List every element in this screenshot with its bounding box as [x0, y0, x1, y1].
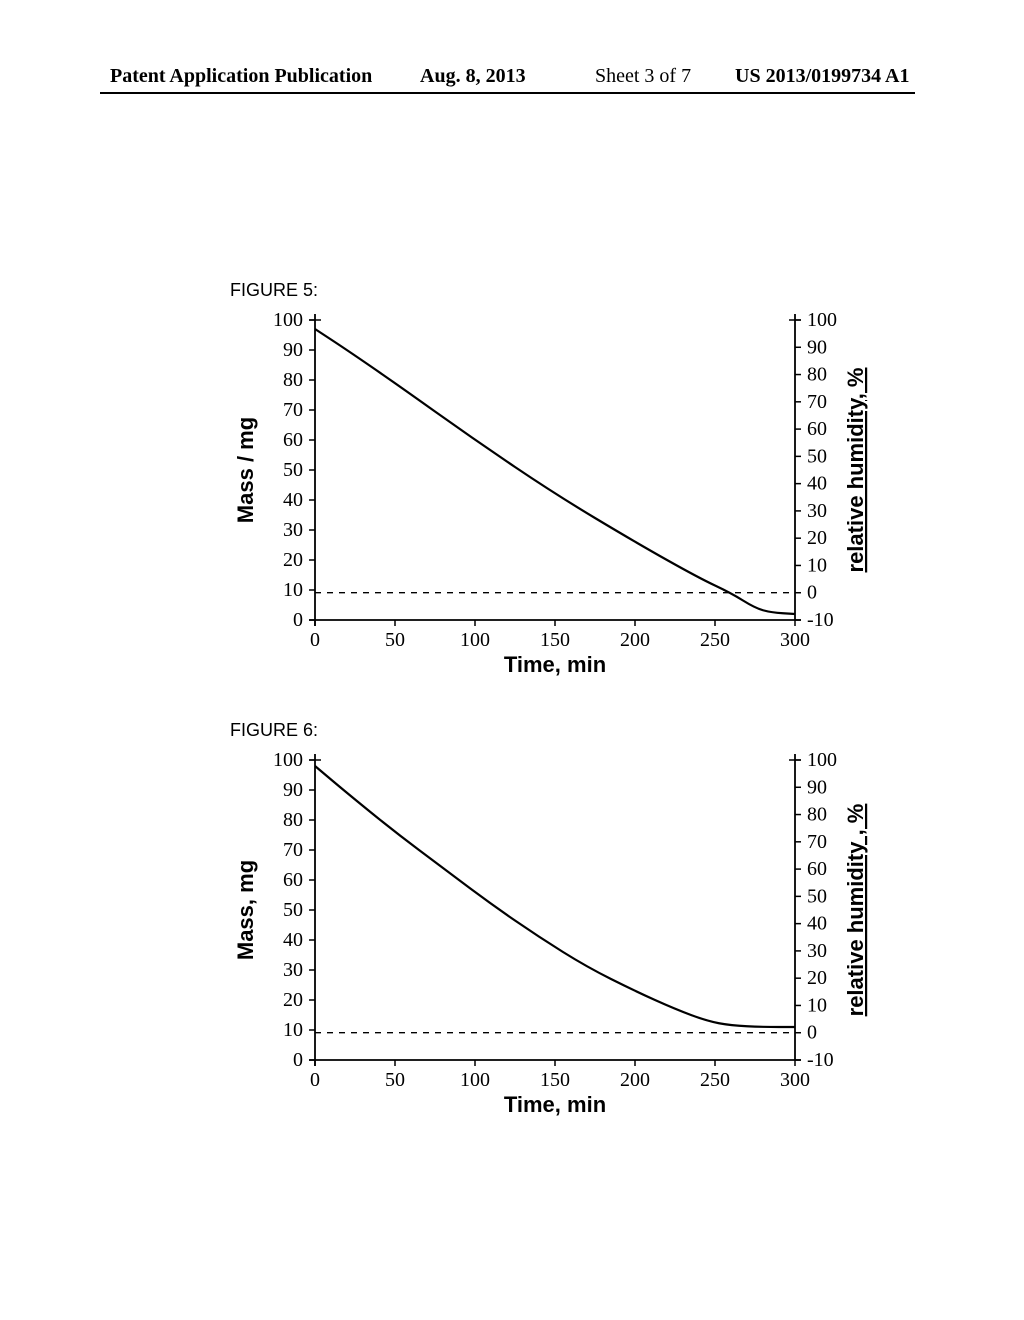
- svg-text:80: 80: [807, 804, 827, 826]
- svg-text:80: 80: [283, 369, 303, 391]
- svg-text:Mass, mg: Mass, mg: [233, 860, 258, 960]
- svg-text:-10: -10: [807, 1049, 834, 1071]
- svg-text:60: 60: [807, 858, 827, 880]
- svg-text:100: 100: [807, 309, 837, 331]
- svg-text:0: 0: [310, 1069, 320, 1091]
- svg-text:70: 70: [283, 399, 303, 421]
- svg-text:50: 50: [283, 899, 303, 921]
- svg-text:Mass / mg: Mass / mg: [233, 417, 258, 523]
- svg-text:40: 40: [807, 473, 827, 495]
- header-left: Patent Application Publication: [110, 65, 372, 88]
- figure-6-chart: 0 10 20 30 40 50 60 70 80 90 100 -10 0 10 20 30 40 50 60 70…: [220, 745, 890, 1125]
- figure-5-chart: 0 10 20 30 40 50 60 70 80 90 100 -10 0 10 20 30 40 50 60 70…: [220, 305, 890, 685]
- svg-text:10: 10: [807, 994, 827, 1016]
- svg-text:50: 50: [283, 459, 303, 481]
- svg-text:90: 90: [283, 339, 303, 361]
- svg-text:relative humidity, %: relative humidity, %: [843, 368, 868, 573]
- svg-text:0: 0: [310, 629, 320, 651]
- svg-text:Time, min: Time, min: [504, 652, 606, 677]
- svg-text:300: 300: [780, 629, 810, 651]
- svg-text:20: 20: [807, 527, 827, 549]
- svg-text:10: 10: [283, 579, 303, 601]
- svg-text:40: 40: [283, 929, 303, 951]
- header-rule: [100, 92, 915, 94]
- svg-text:30: 30: [283, 519, 303, 541]
- svg-text:0: 0: [293, 1049, 303, 1071]
- svg-text:50: 50: [385, 629, 405, 651]
- svg-text:150: 150: [540, 1069, 570, 1091]
- svg-text:10: 10: [283, 1019, 303, 1041]
- svg-text:0: 0: [293, 609, 303, 631]
- svg-text:30: 30: [283, 959, 303, 981]
- svg-text:30: 30: [807, 500, 827, 522]
- svg-text:80: 80: [283, 809, 303, 831]
- svg-text:200: 200: [620, 629, 650, 651]
- svg-text:50: 50: [385, 1069, 405, 1091]
- svg-text:40: 40: [283, 489, 303, 511]
- header-date: Aug. 8, 2013: [420, 65, 526, 88]
- svg-text:0: 0: [807, 1022, 817, 1044]
- svg-text:100: 100: [460, 1069, 490, 1091]
- figure-5-label: FIGURE 5:: [230, 280, 318, 301]
- svg-text:100: 100: [460, 629, 490, 651]
- svg-text:50: 50: [807, 445, 827, 467]
- svg-text:10: 10: [807, 554, 827, 576]
- svg-text:250: 250: [700, 1069, 730, 1091]
- svg-text:20: 20: [283, 549, 303, 571]
- svg-text:100: 100: [273, 309, 303, 331]
- svg-text:relative humidity , %: relative humidity , %: [843, 804, 868, 1017]
- svg-text:100: 100: [807, 749, 837, 771]
- svg-text:90: 90: [807, 776, 827, 798]
- svg-text:60: 60: [807, 418, 827, 440]
- svg-text:100: 100: [273, 749, 303, 771]
- svg-text:80: 80: [807, 364, 827, 386]
- header-pubno: US 2013/0199734 A1: [735, 65, 909, 88]
- svg-text:70: 70: [807, 391, 827, 413]
- svg-text:30: 30: [807, 940, 827, 962]
- svg-text:0: 0: [807, 582, 817, 604]
- svg-text:50: 50: [807, 885, 827, 907]
- svg-text:70: 70: [807, 831, 827, 853]
- svg-text:60: 60: [283, 429, 303, 451]
- svg-text:300: 300: [780, 1069, 810, 1091]
- figure-6-label: FIGURE 6:: [230, 720, 318, 741]
- header-sheet: Sheet 3 of 7: [595, 65, 691, 88]
- svg-text:Time, min: Time, min: [504, 1092, 606, 1117]
- svg-text:90: 90: [283, 779, 303, 801]
- svg-text:70: 70: [283, 839, 303, 861]
- svg-text:20: 20: [807, 967, 827, 989]
- svg-text:250: 250: [700, 629, 730, 651]
- svg-text:200: 200: [620, 1069, 650, 1091]
- svg-text:150: 150: [540, 629, 570, 651]
- svg-text:90: 90: [807, 336, 827, 358]
- svg-text:-10: -10: [807, 609, 834, 631]
- svg-text:40: 40: [807, 913, 827, 935]
- svg-text:60: 60: [283, 869, 303, 891]
- svg-text:20: 20: [283, 989, 303, 1011]
